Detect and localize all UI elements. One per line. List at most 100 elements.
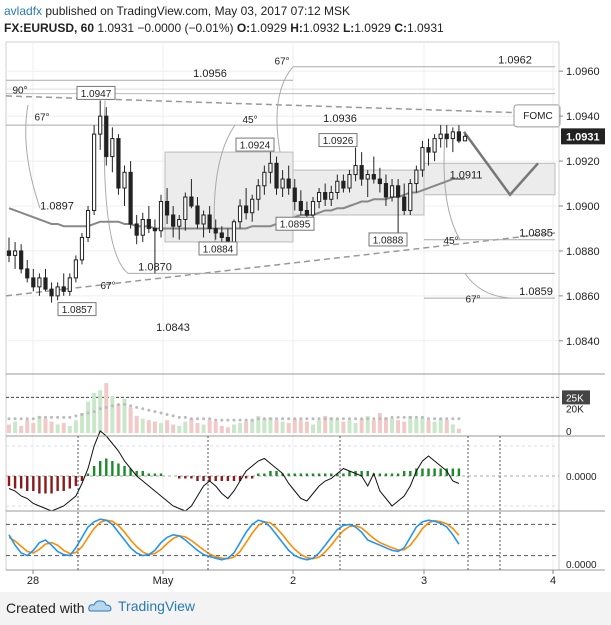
volume-average-dot: [378, 417, 382, 421]
price-label-0884-box: [198, 241, 238, 256]
volume-average-dot: [232, 418, 236, 422]
volume-bar: [195, 423, 200, 433]
volume-bar: [438, 418, 443, 433]
volume-average-dot: [80, 412, 84, 416]
candle-body: [31, 277, 36, 288]
brand-link[interactable]: TradingView: [88, 598, 195, 614]
oscillator-histogram-bar: [7, 476, 11, 486]
stoch-d-line: [8, 519, 460, 560]
volume-average-dot: [299, 417, 303, 421]
candle-body: [292, 187, 297, 203]
volume-average-dot: [372, 417, 376, 421]
candle-body: [183, 196, 188, 220]
price-note: 1.0859: [519, 286, 553, 298]
oscillator-histogram-bar: [299, 473, 303, 476]
price-label-0857: 1.0857: [62, 305, 93, 316]
volume-average-dot: [347, 417, 351, 421]
volume-bar: [128, 407, 133, 433]
candle-body: [323, 192, 328, 200]
volume-average-dot: [25, 417, 29, 421]
volume-average-dot: [141, 407, 145, 411]
volume-bar: [207, 420, 212, 433]
fan-arc: [213, 124, 236, 242]
volume-average-dot: [104, 405, 108, 409]
volume-average-dot: [135, 405, 139, 409]
publish-info: avladfx published on TradingView.com, Ma…: [4, 4, 350, 18]
volume-average-dot: [159, 411, 163, 415]
volume-axis-0: 0: [566, 427, 572, 438]
volume-bar: [341, 421, 346, 433]
candle-body: [456, 131, 462, 142]
volume-axis-25k: 25K: [566, 393, 584, 404]
volume-average-dot: [31, 417, 35, 421]
volume-average-dot: [226, 418, 230, 422]
oscillator-histogram-bar: [214, 476, 217, 481]
oscillator-histogram-bar: [190, 476, 193, 479]
last-price-label: 1.0931: [566, 131, 600, 143]
oscillator-histogram-bar: [147, 473, 151, 476]
price-tick-label: 1.0960: [566, 66, 600, 78]
price-label-0924: 1.0924: [240, 141, 271, 152]
candle-body: [61, 286, 66, 292]
oscillator-histogram-bar: [390, 473, 394, 476]
oscillator-histogram-bar: [360, 471, 363, 476]
candle-body: [462, 135, 468, 142]
oscillator-histogram-bar: [251, 476, 254, 479]
oscillator-histogram-bar: [281, 473, 284, 476]
volume-average-dot: [256, 417, 260, 421]
candle-body: [140, 218, 145, 236]
volume-bar: [414, 418, 419, 433]
close-value: 1.0931: [407, 21, 444, 35]
candle-body: [219, 232, 224, 238]
oscillator-histogram-bar: [311, 473, 315, 476]
volume-bar: [165, 420, 170, 433]
oscillator-histogram-bar: [439, 468, 442, 476]
oscillator-histogram-bar: [384, 473, 388, 476]
volume-bar: [140, 418, 145, 433]
volume-average-dot: [177, 415, 181, 419]
candle-body: [158, 201, 164, 232]
fan-arc: [464, 273, 511, 299]
trading-chart[interactable]: 1.0947 1.0924 1.0926 1.0895 1.0884 1.0888 1.08…: [0, 0, 611, 592]
candle-body: [146, 218, 151, 229]
volume-bar: [286, 423, 291, 433]
volume-bar: [146, 420, 151, 433]
symbol-label[interactable]: FX:EURUSD, 60: [4, 21, 95, 35]
candle-body: [231, 221, 237, 243]
volume-average-dot: [129, 404, 133, 408]
last-price-value: 1.0931: [97, 21, 135, 35]
candle-body: [280, 178, 285, 189]
candle-body: [134, 223, 139, 236]
candle-body: [408, 183, 413, 211]
oscillator-histogram-bar: [196, 476, 199, 481]
time-axis[interactable]: 28 May 2 3 4: [6, 569, 605, 587]
symbol-info: FX:EURUSD, 60 1.0931 −0.0000 (−0.01%) O:…: [4, 21, 444, 35]
volume-bar: [292, 418, 297, 433]
volume-bar: [201, 424, 206, 433]
price-label-0924-box: [235, 137, 275, 152]
volume-average-dot: [7, 417, 11, 421]
price-note: 1.0911: [450, 169, 483, 181]
fan-arc: [443, 134, 461, 240]
volume-average-dot: [354, 417, 358, 421]
oscillator-histogram-bar: [38, 476, 41, 494]
price-axis[interactable]: 1.0960 1.0940 1.0920 1.0900 1.0880 1.0860 1.08…: [558, 42, 605, 570]
angle-label: 45°: [443, 236, 458, 247]
time-tick-label: May: [153, 575, 174, 587]
oscillator-line: [8, 430, 460, 512]
price-note: 1.0885: [519, 228, 553, 240]
candle-body: [128, 171, 133, 225]
candle-body: [85, 209, 91, 238]
author-link[interactable]: avladfx: [4, 4, 43, 18]
candle-body: [359, 165, 364, 180]
volume-bar: [183, 421, 188, 433]
fan-arc: [25, 104, 41, 209]
volume-average-dot: [183, 415, 187, 419]
oscillator-histogram-bar: [342, 473, 345, 476]
candle-body: [304, 209, 310, 216]
oscillator-histogram-bar: [99, 461, 102, 476]
oscillator-histogram-bar: [427, 468, 430, 476]
volume-bar: [219, 425, 224, 433]
volume-average-dot: [341, 417, 345, 421]
